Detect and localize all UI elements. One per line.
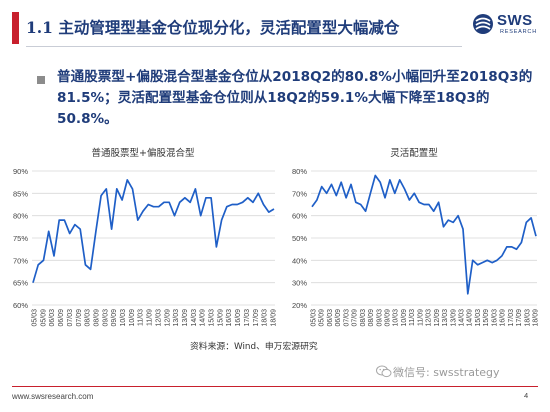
chart-left-x-tick-label: 07/03 [67, 309, 74, 327]
chart-right-y-tick-label: 50% [292, 234, 307, 243]
chart-right-x-tick-label: 07/09 [352, 309, 359, 327]
chart-left-x-tick-label: 18/09 [271, 309, 278, 327]
chart-left-x-tick-label: 05/03 [32, 309, 39, 327]
chart-left-x-tick-label: 13/09 [182, 309, 189, 327]
chart-left-x-tick-label: 14/03 [191, 309, 198, 327]
chart-left-x-tick-label: 06/03 [49, 309, 56, 327]
chart-right-x-tick-label: 18/09 [533, 309, 540, 327]
chart-left-series-line [32, 179, 275, 283]
chart-left-x-tick-label: 09/03 [102, 309, 109, 327]
page-title: 1.1 主动管理型基金仓位现分化，灵活配置型大幅减仓 [26, 18, 400, 37]
chart-right-y-tick-label: 80% [292, 167, 307, 176]
chart-left-x-tick-label: 10/09 [129, 309, 136, 327]
chart-left-x-tick-label: 11/09 [147, 309, 154, 326]
chart-left-x-tick-label: 15/03 [209, 309, 216, 327]
chart-left-x-tick-label: 17/03 [244, 309, 251, 327]
chart-left-x-tick-label: 08/09 [93, 309, 100, 327]
header-accent-bar [12, 12, 19, 44]
wechat-icon [376, 365, 392, 378]
chart-right-x-tick-label: 08/03 [360, 309, 367, 327]
chart-left-y-tick-label: 65% [13, 279, 28, 288]
chart-left-x-tick-label: 17/09 [253, 309, 260, 327]
chart-right-x-tick-label: 14/09 [467, 309, 474, 327]
chart-right-x-tick-label: 10/09 [401, 309, 408, 327]
logo-subtext: RESEARCH [500, 29, 537, 35]
chart-right-x-tick-label: 17/03 [508, 309, 515, 327]
chart-right-x-tick-label: 12/03 [426, 309, 433, 327]
chart-left-x-tick-label: 12/09 [164, 309, 171, 327]
chart-left-x-tick-label: 14/09 [200, 309, 207, 327]
chart-left-x-tick-label: 08/03 [85, 309, 92, 327]
bullet-marker [37, 76, 45, 84]
chart-right-x-tick-label: 11/09 [417, 309, 424, 326]
sws-logo-icon [473, 14, 493, 34]
chart-right-x-tick-label: 08/09 [368, 309, 375, 327]
chart-right-x-tick-label: 18/03 [524, 309, 531, 327]
chart-right-x-tick-label: 09/03 [376, 309, 383, 327]
chart-right-x-tick-label: 09/09 [385, 309, 392, 327]
chart-right-title: 灵活配置型 [390, 148, 438, 159]
chart-right-x-tick-label: 05/03 [311, 309, 318, 327]
chart-right-x-tick-label: 16/09 [500, 309, 507, 327]
chart-left-y-tick-label: 60% [13, 301, 28, 310]
chart-right-x-tick-label: 15/09 [483, 309, 490, 327]
chart-right-x-tick-label: 16/03 [491, 309, 498, 327]
chart-left-y-tick-label: 75% [13, 234, 28, 243]
chart-left-x-tick-label: 09/09 [111, 309, 118, 327]
chart-right-series-line [311, 174, 537, 295]
chart-left-y-tick-label: 85% [13, 189, 28, 198]
chart-left-x-tick-label: 10/03 [120, 309, 127, 327]
chart-right-x-tick-label: 07/03 [343, 309, 350, 327]
chart-right-y-tick-label: 60% [292, 212, 307, 221]
chart-right-y-tick-label: 20% [292, 301, 307, 310]
chart-left-title: 普通股票型+偏股混合型 [91, 148, 195, 159]
chart-left-x-tick-label: 07/09 [76, 309, 83, 327]
page-number: 4 [524, 391, 529, 400]
chart-left-x-tick-label: 16/09 [235, 309, 242, 327]
header-divider [26, 46, 462, 47]
chart-left-x-tick-label: 11/03 [138, 309, 145, 326]
chart-right-x-tick-label: 14/03 [459, 309, 466, 327]
logo-text: SWS [497, 12, 533, 29]
footer-divider [12, 386, 538, 387]
chart-right-x-tick-label: 11/03 [409, 309, 416, 326]
chart-right-x-tick-label: 15/03 [475, 309, 482, 327]
chart-left-y-tick-label: 90% [13, 167, 28, 176]
chart-left-x-tick-label: 06/09 [58, 309, 65, 327]
chart-right-x-tick-label: 17/09 [516, 309, 523, 327]
chart-left-y-tick-label: 70% [13, 256, 28, 265]
source-note: 资料来源：Wind、申万宏源研究 [190, 342, 318, 352]
chart-right-x-tick-label: 12/09 [434, 309, 441, 327]
chart-right-x-tick-label: 06/09 [335, 309, 342, 327]
chart-left-x-tick-label: 16/03 [226, 309, 233, 327]
chart-left-y-tick-label: 80% [13, 212, 28, 221]
chart-right-y-tick-label: 70% [292, 189, 307, 198]
chart-left-x-tick-label: 15/09 [217, 309, 224, 327]
summary-text: 普通股票型+偏股混合型基金仓位从2018Q2的80.8%小幅回升至2018Q3的… [57, 69, 533, 127]
chart-left-x-tick-label: 05/09 [40, 309, 47, 327]
chart-left-x-tick-label: 13/03 [173, 309, 180, 327]
chart-right-x-tick-label: 05/09 [319, 309, 326, 327]
chart-left-x-tick-label: 18/03 [262, 309, 269, 327]
chart-right-x-tick-label: 06/03 [327, 309, 334, 327]
chart-right-y-tick-label: 30% [292, 279, 307, 288]
footer-url[interactable]: www.swsresearch.com [12, 392, 94, 401]
wechat-watermark: 微信号: swsstrategy [393, 366, 500, 379]
chart-right-x-tick-label: 13/09 [450, 309, 457, 327]
chart-right-y-tick-label: 40% [292, 256, 307, 265]
chart-right-x-tick-label: 10/03 [393, 309, 400, 327]
chart-left-x-tick-label: 12/03 [155, 309, 162, 327]
chart-right-x-tick-label: 13/03 [442, 309, 449, 327]
